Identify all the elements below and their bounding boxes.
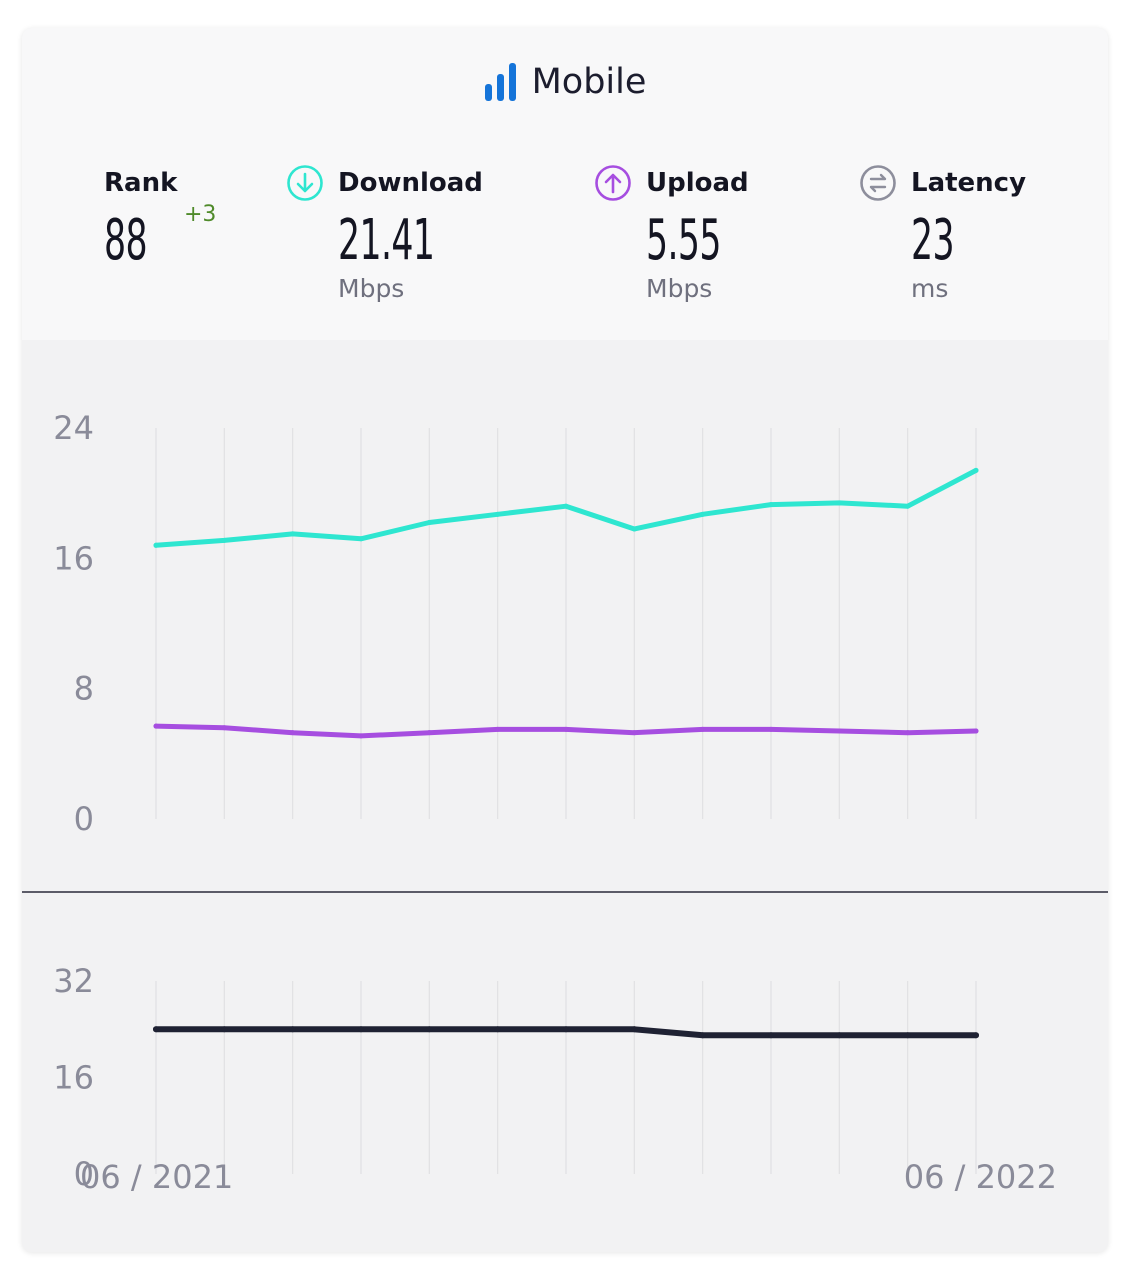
download-data-point bbox=[358, 536, 364, 542]
upload-data-point bbox=[426, 730, 432, 736]
download-data-point bbox=[631, 526, 637, 532]
download-data-point bbox=[495, 511, 501, 517]
download-data-point bbox=[153, 542, 159, 548]
upload-data-point bbox=[973, 728, 979, 734]
upload-data-point bbox=[905, 730, 911, 736]
x-axis-end-label: 06 / 2022 bbox=[904, 1158, 1057, 1196]
latency-data-point bbox=[563, 1026, 569, 1033]
upload-stat: Upload 5.55 Mbps bbox=[594, 164, 767, 303]
upload-unit: Mbps bbox=[646, 274, 713, 303]
latency-data-point bbox=[494, 1026, 501, 1033]
latency-label: Latency bbox=[911, 168, 1027, 198]
upload-data-point bbox=[563, 726, 569, 732]
latency-chart: 0 16 32 bbox=[53, 962, 979, 1193]
latency-stat: Latency 23 ms bbox=[859, 164, 1026, 303]
download-stat: Download 21.41 Mbps bbox=[286, 164, 493, 303]
download-data-point bbox=[905, 503, 911, 509]
download-data-point bbox=[700, 511, 706, 517]
latency-arrows-icon bbox=[860, 165, 896, 201]
speed-y-tick-label: 0 bbox=[74, 800, 94, 838]
speed-y-tick-label: 8 bbox=[74, 670, 94, 708]
download-data-point bbox=[426, 519, 432, 525]
download-data-point bbox=[563, 503, 569, 509]
download-arrow-icon bbox=[287, 165, 323, 201]
rank-label: Rank bbox=[104, 168, 178, 198]
rank-stat: Rank 88 bbox=[104, 164, 177, 272]
latency-data-point bbox=[836, 1032, 843, 1039]
latency-data-point bbox=[699, 1032, 706, 1039]
download-data-point bbox=[973, 467, 979, 473]
download-data-point bbox=[290, 531, 296, 537]
latency-data-point bbox=[426, 1026, 433, 1033]
latency-data-point bbox=[289, 1026, 296, 1033]
signal-bars-icon bbox=[484, 63, 516, 101]
upload-data-point bbox=[290, 730, 296, 736]
speed-chart: 0 8 16 24 bbox=[53, 409, 979, 838]
speed-charts: 0 8 16 24 0 16 32 06 / 2021 06 / 2022 bbox=[22, 409, 1108, 1196]
card-title: Mobile bbox=[22, 58, 1108, 106]
upload-data-point bbox=[495, 726, 501, 732]
mobile-stats-card: Mobile Rank 88 +3 Download 21.41 Mbps bbox=[22, 28, 1108, 1252]
page-title: Mobile bbox=[531, 62, 647, 102]
rank-change-badge: +3 bbox=[184, 202, 217, 227]
latency-data-point bbox=[221, 1026, 228, 1033]
speed-y-tick-label: 16 bbox=[53, 539, 94, 577]
latency-data-point bbox=[768, 1032, 774, 1039]
upload-data-point bbox=[358, 733, 364, 739]
latency-data-point bbox=[973, 1032, 979, 1039]
x-axis-start-label: 06 / 2021 bbox=[80, 1158, 233, 1196]
latency-data-point bbox=[358, 1026, 364, 1033]
latency-unit: ms bbox=[911, 274, 949, 303]
upload-data-point bbox=[836, 728, 842, 734]
download-data-point bbox=[836, 500, 842, 506]
download-unit: Mbps bbox=[338, 274, 405, 303]
latency-y-tick-label: 32 bbox=[53, 962, 94, 1000]
upload-arrow-icon bbox=[595, 165, 631, 201]
upload-label: Upload bbox=[646, 168, 749, 198]
latency-data-point bbox=[153, 1026, 159, 1033]
latency-value: 23 bbox=[911, 208, 955, 273]
upload-data-point bbox=[153, 723, 159, 729]
download-value: 21.41 bbox=[338, 208, 435, 273]
upload-value: 5.55 bbox=[646, 208, 721, 273]
download-label: Download bbox=[338, 168, 483, 198]
latency-data-point bbox=[904, 1032, 911, 1039]
latency-y-tick-label: 0 bbox=[74, 1155, 94, 1193]
rank-value: 88 bbox=[104, 208, 148, 273]
latency-y-tick-label: 16 bbox=[53, 1059, 94, 1097]
download-data-point bbox=[221, 537, 227, 543]
latency-data-point bbox=[631, 1026, 638, 1033]
speed-y-tick-label: 24 bbox=[53, 409, 94, 447]
download-data-point bbox=[768, 502, 774, 508]
stats-header: Mobile Rank 88 +3 Download 21.41 Mbps bbox=[22, 28, 1108, 340]
upload-data-point bbox=[700, 726, 706, 732]
upload-data-point bbox=[221, 725, 227, 731]
upload-data-point bbox=[768, 726, 774, 732]
upload-data-point bbox=[631, 730, 637, 736]
